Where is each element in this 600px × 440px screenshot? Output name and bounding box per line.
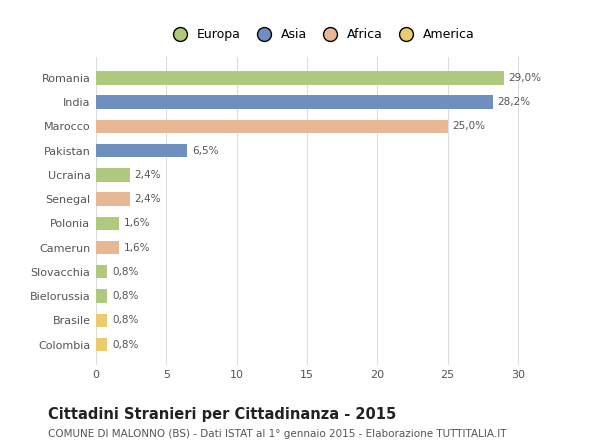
Legend: Europa, Asia, Africa, America: Europa, Asia, Africa, America — [162, 23, 480, 46]
Bar — [96, 314, 107, 327]
Text: 28,2%: 28,2% — [497, 97, 530, 107]
Bar — [96, 241, 119, 254]
Bar — [96, 338, 107, 351]
Text: 2,4%: 2,4% — [134, 194, 161, 204]
Bar — [96, 216, 119, 230]
Text: 25,0%: 25,0% — [452, 121, 485, 132]
Text: 1,6%: 1,6% — [124, 242, 150, 253]
Text: 1,6%: 1,6% — [124, 218, 150, 228]
Text: 0,8%: 0,8% — [112, 267, 139, 277]
Bar — [96, 144, 187, 157]
Text: 6,5%: 6,5% — [193, 146, 219, 156]
Text: 0,8%: 0,8% — [112, 291, 139, 301]
Text: Cittadini Stranieri per Cittadinanza - 2015: Cittadini Stranieri per Cittadinanza - 2… — [48, 407, 396, 422]
Bar — [96, 265, 107, 279]
Bar — [96, 290, 107, 303]
Bar — [96, 71, 504, 84]
Text: 0,8%: 0,8% — [112, 315, 139, 325]
Bar — [96, 95, 493, 109]
Text: 29,0%: 29,0% — [509, 73, 542, 83]
Text: COMUNE DI MALONNO (BS) - Dati ISTAT al 1° gennaio 2015 - Elaborazione TUTTITALIA: COMUNE DI MALONNO (BS) - Dati ISTAT al 1… — [48, 429, 506, 439]
Text: 2,4%: 2,4% — [134, 170, 161, 180]
Bar — [96, 192, 130, 206]
Bar — [96, 168, 130, 182]
Bar — [96, 120, 448, 133]
Text: 0,8%: 0,8% — [112, 340, 139, 349]
